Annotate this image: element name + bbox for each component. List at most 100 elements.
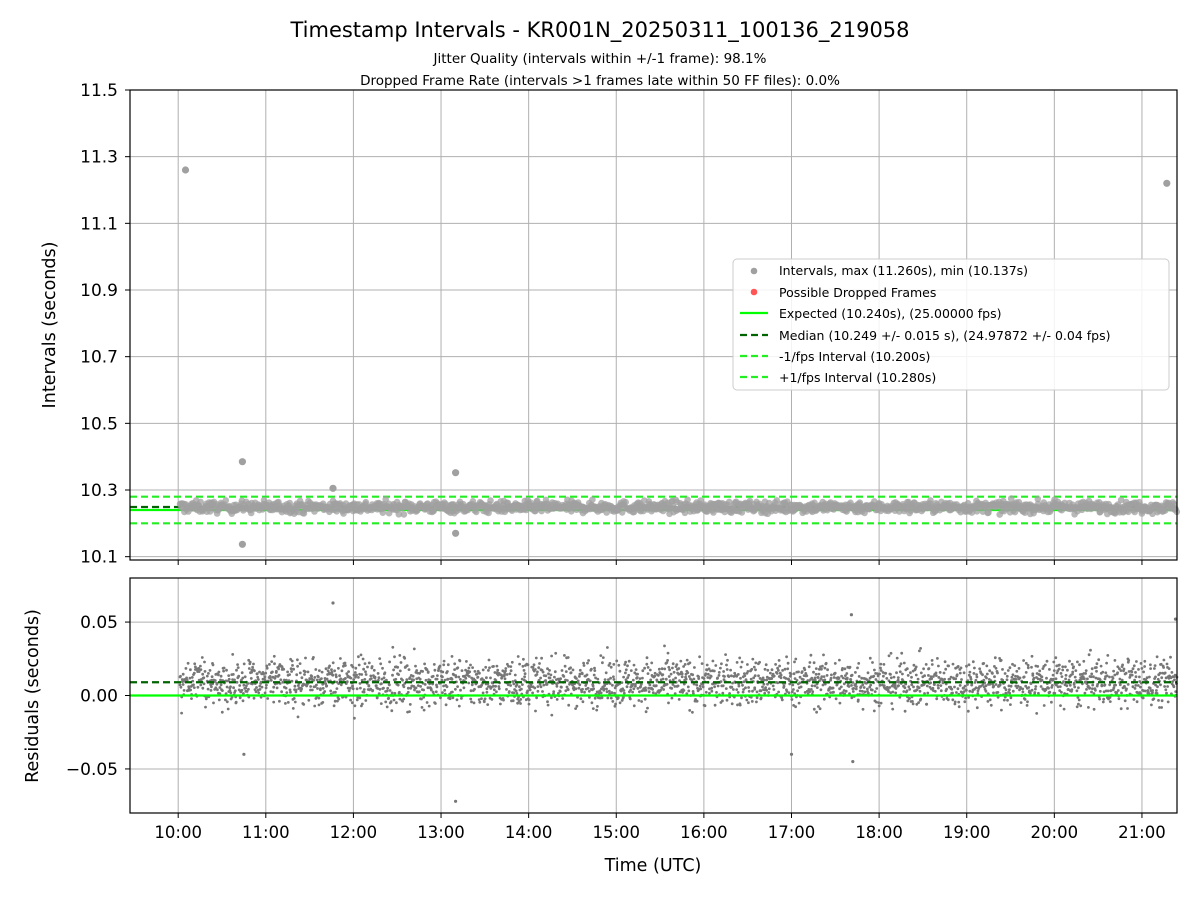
residual-point — [973, 666, 976, 670]
residual-point — [866, 671, 870, 675]
residual-point — [372, 668, 376, 672]
residual-point — [754, 668, 757, 672]
residual-point — [1132, 698, 1136, 701]
residual-point — [1038, 669, 1042, 673]
residual-point — [766, 682, 769, 686]
residual-point — [250, 670, 254, 674]
residual-point — [566, 679, 569, 682]
residual-point — [632, 663, 636, 667]
residual-point — [912, 663, 916, 667]
residual-point — [243, 675, 247, 679]
residual-point — [854, 687, 858, 691]
residual-point — [1117, 697, 1121, 701]
residual-point — [684, 672, 688, 676]
residuals-y-ticks: 0.050.00−0.05 — [66, 613, 130, 780]
residual-point — [380, 682, 383, 685]
residual-point — [1015, 669, 1019, 673]
residual-point — [889, 691, 893, 695]
legend-label: +1/fps Interval (10.280s) — [779, 370, 936, 385]
residual-point — [646, 672, 650, 675]
residual-point — [578, 668, 582, 672]
residual-point — [807, 688, 811, 691]
residual-point — [352, 678, 356, 681]
residual-point — [490, 698, 494, 701]
residual-point — [967, 696, 970, 699]
legend-label: Possible Dropped Frames — [779, 285, 936, 300]
residual-point — [728, 692, 731, 695]
residual-point — [255, 686, 258, 689]
residual-point — [683, 663, 687, 666]
residual-point — [571, 683, 574, 687]
residual-point — [1053, 691, 1057, 695]
residual-point — [657, 674, 660, 677]
residual-point — [1114, 683, 1117, 687]
y-tick-label: 11.3 — [80, 148, 118, 168]
residual-point — [698, 655, 701, 659]
residual-point — [241, 699, 245, 703]
residual-point — [388, 689, 392, 692]
residual-point — [608, 662, 612, 665]
x-tick-label: 16:00 — [680, 823, 728, 842]
residual-point — [304, 656, 307, 660]
residual-point — [898, 670, 902, 674]
residual-point — [887, 654, 891, 658]
residual-point — [1061, 665, 1065, 669]
residual-point — [1005, 674, 1009, 678]
residual-point — [1057, 667, 1061, 671]
residual-point — [1054, 656, 1058, 660]
residual-point — [414, 664, 417, 668]
residual-point — [833, 662, 837, 665]
residual-point — [897, 684, 900, 687]
residual-point — [225, 685, 229, 689]
residual-point — [577, 686, 581, 690]
residual-point — [220, 710, 224, 714]
residual-point — [253, 669, 256, 673]
residual-point — [574, 687, 578, 691]
residual-point — [399, 661, 403, 664]
residual-point — [793, 692, 797, 696]
residual-point — [856, 666, 859, 670]
residual-point — [710, 686, 714, 690]
residual-point — [501, 669, 505, 673]
residual-point — [709, 669, 712, 673]
residual-point — [968, 689, 972, 693]
residual-point — [942, 671, 946, 675]
residual-point — [1058, 685, 1062, 688]
residual-point — [377, 678, 380, 682]
residual-point — [1143, 665, 1146, 668]
residual-point — [1082, 659, 1086, 663]
residual-point — [481, 691, 485, 695]
residual-outlier-point — [331, 601, 335, 605]
residual-point — [1126, 683, 1130, 686]
residual-point — [879, 669, 883, 672]
residual-point — [186, 661, 190, 665]
residual-point — [948, 677, 952, 681]
residual-point — [677, 698, 681, 701]
residual-point — [1098, 689, 1102, 693]
residual-point — [442, 684, 445, 688]
residual-point — [992, 684, 996, 688]
residual-point — [1090, 672, 1094, 676]
residual-point — [586, 661, 589, 665]
residual-point — [513, 673, 517, 677]
residual-point — [189, 668, 192, 672]
residual-point — [663, 644, 666, 648]
residual-point — [334, 690, 337, 694]
legend-label: -1/fps Interval (10.200s) — [779, 349, 930, 364]
residual-point — [359, 653, 363, 657]
residual-point — [385, 705, 389, 709]
residual-point — [485, 687, 489, 691]
residual-point — [762, 682, 766, 686]
residual-point — [926, 691, 930, 695]
residual-point — [889, 673, 892, 676]
residual-point — [692, 682, 696, 686]
residual-point — [825, 674, 829, 677]
residual-point — [226, 707, 230, 711]
residual-point — [391, 645, 395, 649]
residual-point — [291, 707, 295, 710]
residual-point — [1089, 675, 1093, 679]
residual-point — [761, 685, 764, 689]
residual-point — [682, 682, 686, 686]
residual-point — [248, 660, 252, 664]
residual-point — [933, 689, 937, 693]
